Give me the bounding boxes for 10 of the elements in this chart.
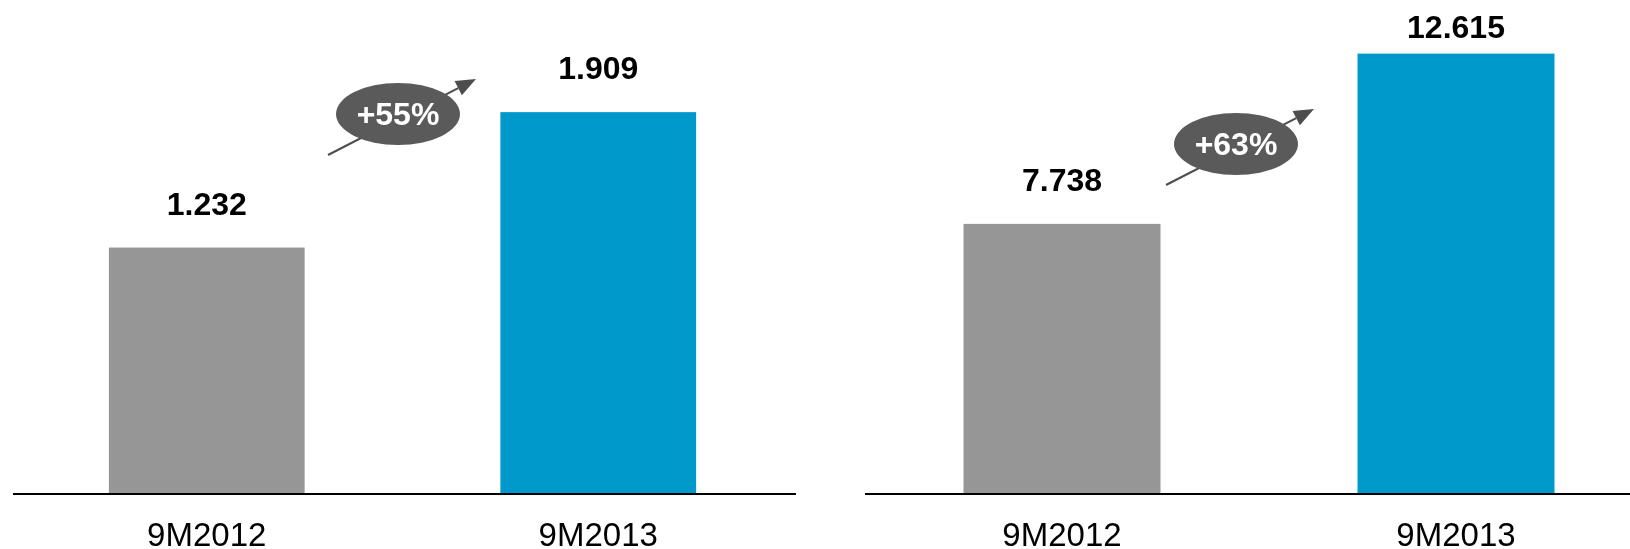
data-label: 12.615	[1407, 9, 1505, 45]
x-tick-label: 9M2012	[1002, 516, 1122, 549]
data-label: 1.232	[166, 185, 247, 222]
annotation: +55%	[356, 96, 440, 132]
data-label: 7.738	[1021, 161, 1103, 198]
x-tick-label: 9M2012	[147, 516, 267, 549]
annotation: +63%	[1194, 126, 1278, 162]
x-tick-label: 9M2013	[1396, 516, 1516, 549]
data-label: 1.909	[558, 50, 639, 87]
x-tick-label: 9M2013	[538, 516, 658, 549]
